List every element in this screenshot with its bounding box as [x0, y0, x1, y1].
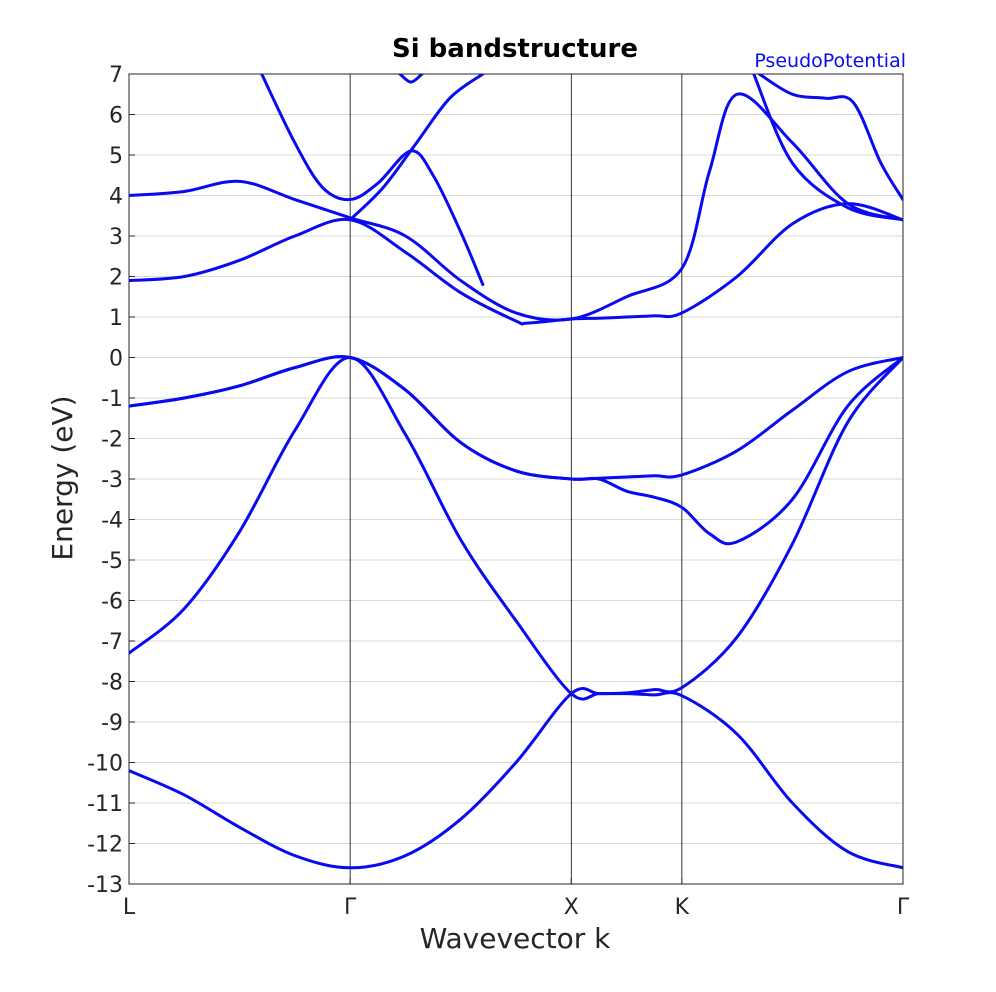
x-tick-label: Γ	[344, 895, 357, 920]
band-line-8	[348, 74, 485, 222]
legend-label: PseudoPotential	[754, 50, 906, 72]
plot-frame	[128, 73, 904, 885]
y-tick-label: -9	[101, 711, 123, 736]
y-tick-label: 2	[109, 266, 123, 291]
band-line-7	[260, 74, 485, 287]
band-line-9	[398, 74, 424, 84]
x-tick-label: X	[564, 895, 579, 920]
y-axis-label: Energy (eV)	[46, 395, 79, 560]
y-tick-label: 3	[109, 225, 123, 250]
band-line-10	[752, 74, 903, 222]
x-axis-label: Wavevector k	[420, 922, 612, 955]
band-line-2	[129, 355, 903, 701]
y-tick-label: -13	[87, 873, 123, 898]
x-tick-label: L	[123, 895, 136, 920]
x-tick-label: K	[675, 895, 690, 920]
y-tick-label: 1	[109, 306, 123, 331]
y-tick-labels: 7 6 5 4 3 2 1 0 -1 -2 -3 -4 -5 -6 -7 -8 -9 -10 -11 -12 -13	[87, 63, 123, 898]
band-line-4	[129, 355, 903, 481]
band-line-1	[129, 687, 903, 870]
y-tick-label: 4	[109, 185, 123, 210]
y-tick-label: -7	[101, 630, 123, 655]
y-tick-label: -6	[101, 590, 123, 615]
y-tick-label: -4	[101, 509, 123, 534]
y-tick-label: -2	[101, 428, 123, 453]
x-tick-label: Γ	[897, 895, 910, 920]
y-tick-label: -11	[87, 792, 123, 817]
y-tick-label: -8	[101, 671, 123, 696]
y-tick-label: -10	[87, 752, 123, 777]
y-tick-label: 7	[109, 63, 123, 88]
y-tick-label: -12	[87, 833, 123, 858]
y-tick-label: 5	[109, 144, 123, 169]
y-tick-label: -5	[101, 549, 123, 574]
y-tick-label: 0	[109, 347, 123, 372]
band-line-5	[129, 202, 903, 326]
y-tick-label: 6	[109, 104, 123, 129]
y-tick-label: -1	[101, 387, 123, 412]
chart-title: Si bandstructure	[392, 34, 638, 64]
band-line-11	[757, 74, 903, 202]
band-lines	[129, 74, 903, 870]
band-line-6	[129, 92, 903, 322]
y-tick-label: -3	[101, 468, 123, 493]
